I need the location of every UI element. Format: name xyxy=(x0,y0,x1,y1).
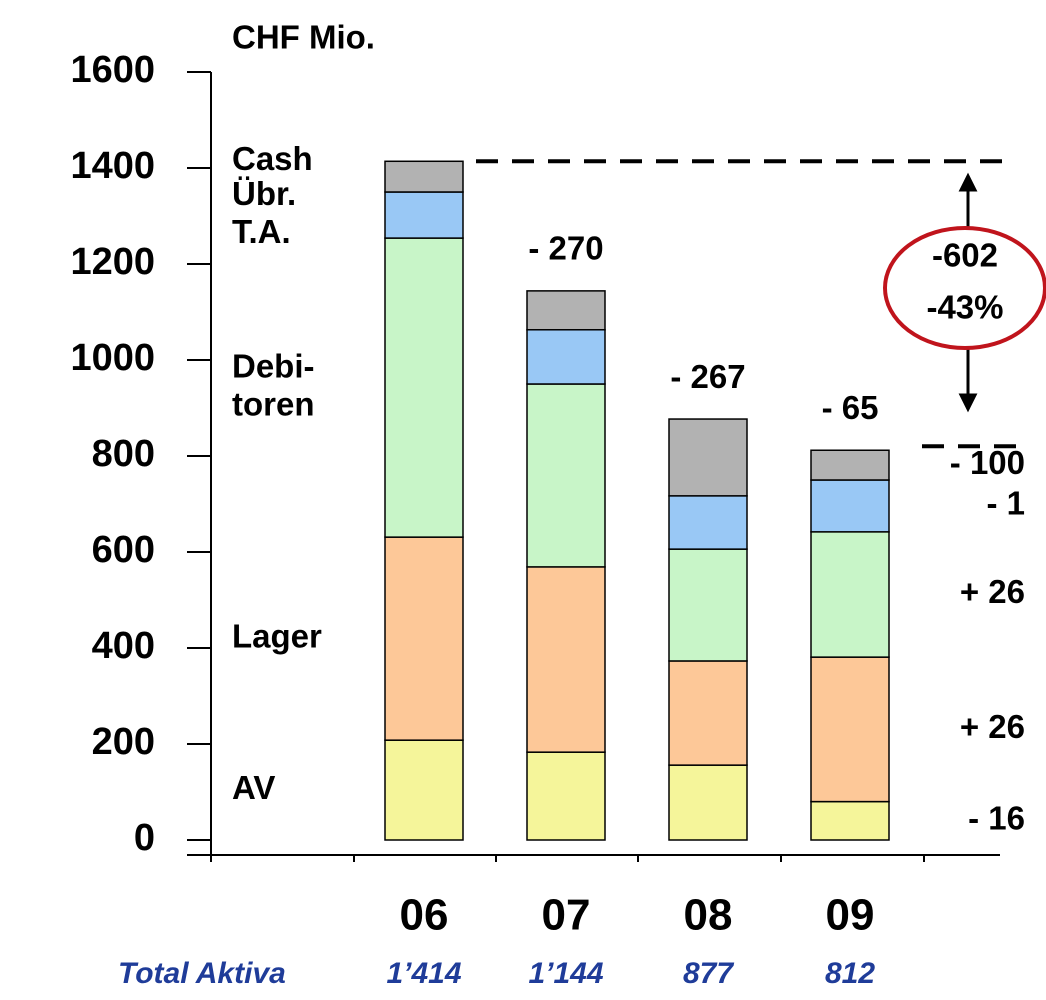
y-tick-label: 600 xyxy=(92,529,155,571)
y-axis-label: CHF Mio. xyxy=(232,19,375,56)
series-label: Lager xyxy=(232,617,322,654)
bar-segment xyxy=(526,329,606,385)
segment-delta: - 16 xyxy=(968,800,1025,837)
bar-segment xyxy=(810,449,890,481)
y-tick-label: 200 xyxy=(92,721,155,763)
series-label: Debi-toren xyxy=(232,347,315,422)
total-value: 812 xyxy=(825,957,875,990)
bar-segment xyxy=(384,191,464,239)
y-tick-label: 1600 xyxy=(70,49,155,91)
bar-segment xyxy=(668,548,748,662)
y-tick-label: 400 xyxy=(92,625,155,667)
bar-segment xyxy=(384,536,464,741)
bar-segment xyxy=(384,160,464,193)
series-label: Übr. T.A. xyxy=(232,175,296,250)
bar-delta: - 270 xyxy=(528,230,603,267)
segment-delta: - 100 xyxy=(950,444,1025,481)
x-ticks xyxy=(210,855,925,862)
y-tick-label: 0 xyxy=(134,817,155,859)
bar-delta: - 65 xyxy=(822,389,879,426)
y-tick-label: 1200 xyxy=(70,241,155,283)
segment-delta: - 1 xyxy=(986,485,1025,522)
change-ellipse xyxy=(883,226,1046,350)
segment-delta: + 26 xyxy=(960,573,1025,610)
x-tick-label: 09 xyxy=(826,891,875,940)
total-value: 877 xyxy=(683,957,734,990)
total-value: 1’414 xyxy=(386,957,461,990)
bar-delta: - 267 xyxy=(670,358,745,395)
bar-segment xyxy=(384,237,464,538)
y-tick-label: 1400 xyxy=(70,145,155,187)
bar-segment xyxy=(668,495,748,550)
total-change: -602 xyxy=(932,237,998,274)
bar-segment xyxy=(668,660,748,766)
series-label: AV xyxy=(232,769,275,806)
bar-segment xyxy=(526,290,606,331)
x-tick-label: 06 xyxy=(400,891,449,940)
bar-segment xyxy=(810,531,890,658)
bar-segment xyxy=(384,739,464,841)
segment-delta: + 26 xyxy=(960,708,1025,745)
total-change-pct: -43% xyxy=(926,289,1003,326)
totals-label: Total Aktiva xyxy=(118,957,286,990)
bar-segment xyxy=(810,479,890,533)
y-tick-label: 1000 xyxy=(70,337,155,379)
total-value: 1’144 xyxy=(528,957,603,990)
bar-segment xyxy=(526,383,606,568)
bar-segment xyxy=(810,800,890,841)
series-label: Cash xyxy=(232,140,313,177)
bar-segment xyxy=(526,751,606,841)
bar-segment xyxy=(668,418,748,497)
bar-segment xyxy=(526,566,606,753)
x-tick-label: 07 xyxy=(542,891,591,940)
y-tick-label: 800 xyxy=(92,433,155,475)
bar-segment xyxy=(810,656,890,803)
bar-segment xyxy=(668,764,748,841)
x-tick-label: 08 xyxy=(684,891,733,940)
